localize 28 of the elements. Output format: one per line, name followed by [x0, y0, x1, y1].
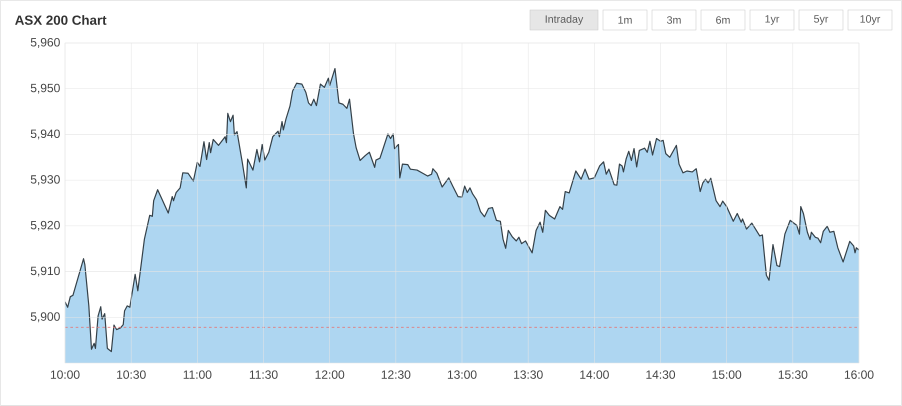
x-tick-label: 12:30 [382, 370, 410, 379]
text: 1m [618, 16, 632, 24]
y-tick-label: 5,910 [30, 266, 60, 277]
x-tick-label: 13:30 [514, 370, 543, 379]
text: Intraday [546, 15, 584, 25]
text: 6m [716, 16, 730, 24]
x-tick-label: 15:00 [712, 370, 742, 379]
x-tick-label: 10:30 [117, 370, 146, 379]
y-tick-label: 5,930 [30, 175, 60, 186]
x-tick-label: 12:00 [316, 370, 344, 379]
x-tick-label: 15:30 [778, 370, 808, 379]
y-tick-label: 5,960 [30, 38, 60, 48]
x-tick-label: 11:00 [184, 370, 212, 379]
text: 3m [666, 16, 681, 24]
y-tick-label: 5,940 [30, 129, 60, 140]
x-tick-label: 14:30 [646, 370, 676, 379]
text: 5yr [814, 15, 828, 25]
x-tick-label: 16:00 [844, 370, 874, 379]
x-tick-label: 11:30 [250, 370, 278, 379]
text: 1yr [765, 15, 780, 25]
chart-title: ASX 200 Chart [15, 15, 106, 25]
y-tick-label: 5,920 [30, 220, 60, 231]
text: 10yr [860, 15, 880, 25]
x-tick-label: 10:00 [50, 370, 80, 379]
y-tick-label: 5,950 [30, 84, 60, 94]
y-tick-label: 5,900 [30, 312, 60, 322]
x-tick-label: 13:00 [448, 370, 477, 379]
x-tick-label: 14:00 [580, 370, 609, 379]
